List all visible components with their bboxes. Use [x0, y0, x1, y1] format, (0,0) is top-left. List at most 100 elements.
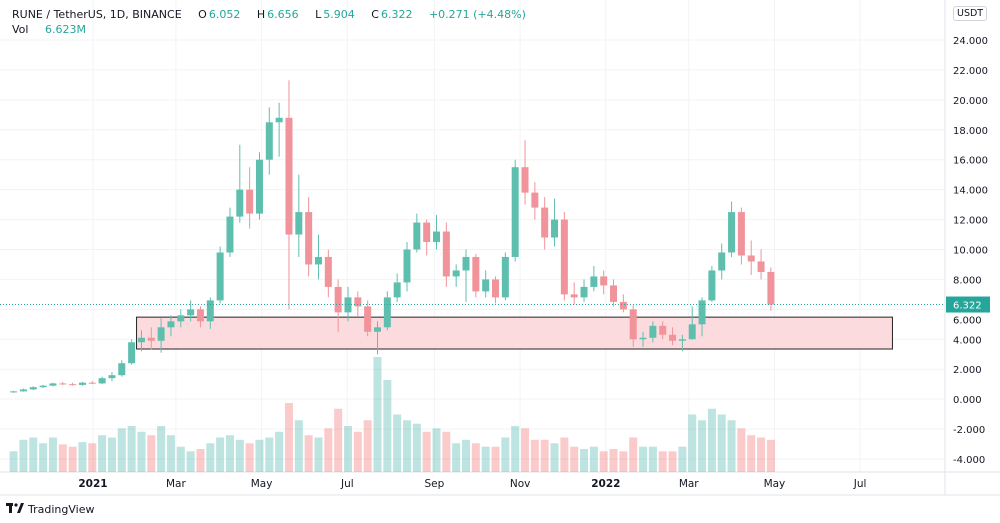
- volume-value: 6.623M: [44, 23, 86, 36]
- candle-body: [344, 297, 352, 313]
- volume-bar: [619, 451, 628, 472]
- volume-bar: [363, 420, 372, 472]
- candle-body: [413, 222, 421, 250]
- volume-bar: [422, 431, 431, 472]
- candle-body: [521, 167, 529, 193]
- volume-bar: [117, 428, 126, 472]
- volume-bar: [639, 446, 648, 472]
- volume-bar: [570, 446, 579, 472]
- price-tick-label: 18.000: [953, 126, 988, 137]
- volume-bar: [39, 443, 48, 472]
- candle-body: [10, 391, 18, 393]
- volume-bar: [668, 451, 677, 472]
- candle-body: [128, 342, 136, 364]
- volume-bar: [206, 443, 215, 472]
- volume-bar: [68, 446, 77, 472]
- volume-label: Vol: [12, 23, 29, 36]
- support-zone-rect: [136, 316, 893, 350]
- price-tick-label: 6.000: [953, 316, 982, 327]
- change-value: +0.271 (+4.48%): [428, 8, 526, 21]
- candle-body: [757, 261, 765, 272]
- candle-body: [334, 286, 342, 313]
- candle-body: [265, 122, 273, 160]
- tradingview-brand[interactable]: TradingView: [6, 503, 94, 516]
- currency-button[interactable]: USDT: [953, 6, 988, 21]
- candle-body: [600, 276, 608, 286]
- volume-bar: [186, 451, 195, 472]
- volume-bar: [629, 437, 638, 472]
- candle-body: [373, 327, 381, 332]
- candle-body: [570, 294, 578, 298]
- volume-bar: [373, 357, 382, 472]
- candle-body: [226, 216, 234, 253]
- candle-body: [501, 256, 509, 298]
- candle-body: [187, 309, 195, 316]
- candle-body: [118, 363, 126, 376]
- candle-body: [354, 297, 362, 307]
- candle-body: [639, 337, 647, 340]
- volume-bar: [137, 431, 146, 472]
- low-label: L: [315, 8, 322, 21]
- price-tick-label: 14.000: [953, 186, 988, 197]
- volume-bar: [98, 435, 107, 472]
- volume-bar: [88, 443, 97, 472]
- volume-bar: [491, 446, 500, 472]
- volume-bar: [658, 451, 667, 472]
- candle-body: [541, 207, 549, 238]
- candle-body: [462, 256, 470, 271]
- candle-body: [669, 334, 677, 341]
- candle-body: [767, 271, 775, 305]
- candle-body: [492, 279, 500, 298]
- volume-bar: [265, 437, 274, 472]
- candle-body: [295, 212, 303, 235]
- volume-bar: [353, 431, 362, 472]
- volume-bar: [304, 435, 313, 472]
- support-zone[interactable]: [136, 316, 893, 350]
- last-price-label: 6.322: [953, 301, 982, 312]
- candle-body: [49, 383, 57, 386]
- candle-body: [728, 212, 736, 253]
- time-tick-label: Sep: [425, 478, 445, 490]
- candle-body: [19, 389, 27, 392]
- volume-bar: [9, 451, 18, 472]
- price-axis[interactable]: 24.000 22.000 20.000 18.000 16.000 14.000 12.0…: [946, 36, 990, 466]
- close-value: 6.322: [380, 8, 413, 21]
- price-tick-label: 8.000: [953, 275, 982, 286]
- price-tick-label: -2.000: [953, 425, 985, 436]
- volume-bar: [550, 443, 559, 472]
- price-tick-label: 10.000: [953, 245, 988, 256]
- volume-bar: [393, 414, 402, 472]
- candle-body: [442, 231, 450, 277]
- candle-body: [718, 252, 726, 271]
- candle-body: [137, 337, 145, 343]
- volume-bar: [442, 431, 451, 472]
- candle-body: [590, 276, 598, 287]
- volume-bar: [166, 435, 175, 472]
- candle-body: [305, 212, 313, 265]
- volume-bar: [521, 428, 530, 472]
- candle-body: [78, 382, 86, 385]
- time-axis[interactable]: 2021 Mar May Jul Sep Nov 2022 Mar May Jul: [78, 478, 866, 490]
- candle-body: [393, 282, 401, 298]
- candle-body: [747, 255, 755, 262]
- tradingview-logo-icon: [6, 503, 24, 516]
- volume-bar: [560, 437, 569, 472]
- volume-bar: [294, 420, 303, 472]
- volume-bar: [58, 444, 67, 472]
- price-tick-label: 16.000: [953, 156, 988, 167]
- price-tick-label: -4.000: [953, 455, 985, 466]
- volume-bar: [176, 446, 185, 472]
- candle-body: [403, 249, 411, 283]
- volume-bar: [432, 428, 441, 472]
- close-label: C: [371, 8, 379, 21]
- candle-body: [698, 300, 706, 325]
- volume-bar: [540, 439, 549, 472]
- volume-bar: [599, 451, 608, 472]
- candle-body: [423, 222, 431, 243]
- candle-body: [560, 219, 568, 295]
- candle-body: [108, 375, 116, 379]
- candle-body: [472, 256, 480, 292]
- volume-bar: [580, 449, 589, 472]
- time-tick-label: Nov: [510, 478, 531, 490]
